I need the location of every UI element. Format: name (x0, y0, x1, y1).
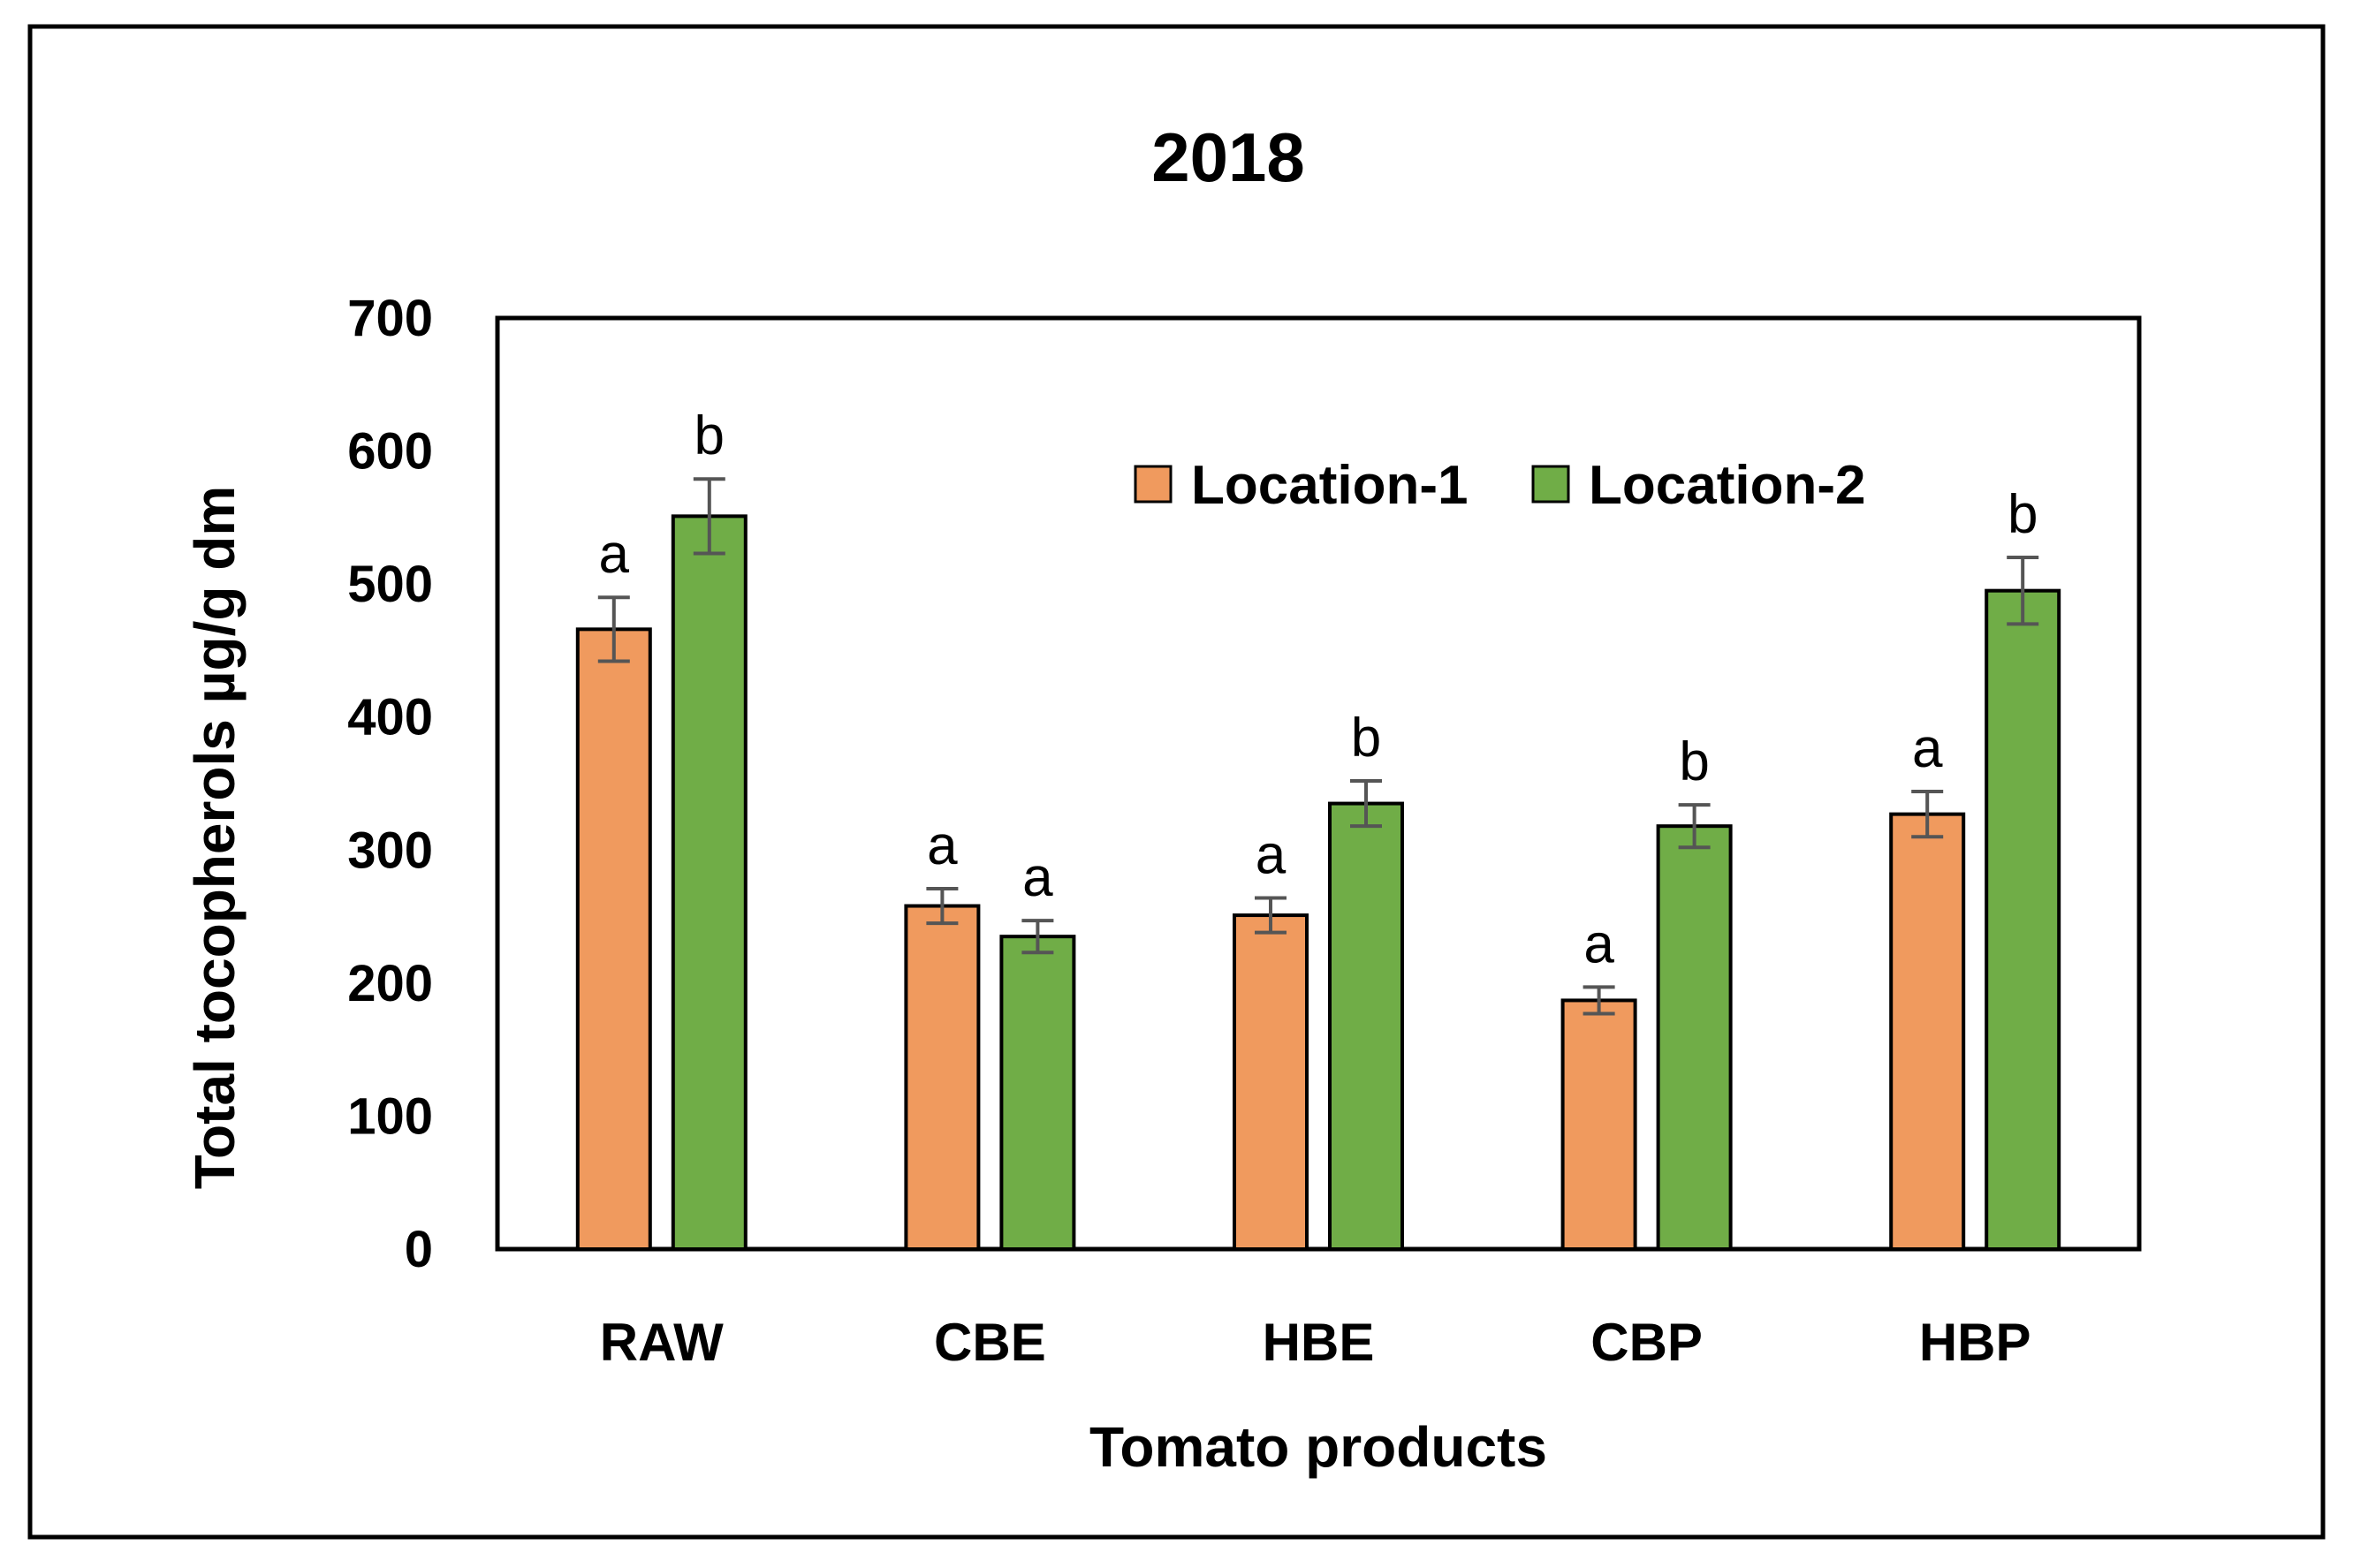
bar-cbp-series-2 (1656, 824, 1733, 1251)
bar-raw-series-1 (575, 627, 652, 1251)
x-category-label-raw: RAW (600, 1313, 724, 1372)
y-tick-label-400: 400 (347, 689, 433, 746)
significance-label-hbp-series-2: b (2008, 484, 2038, 545)
chart-title: 2018 (1151, 118, 1305, 196)
y-tick-label-300: 300 (347, 822, 433, 879)
significance-label-cbe-series-2: a (1022, 847, 1053, 908)
plot-area-frame (495, 315, 2142, 1252)
significance-label-raw-series-1: a (599, 524, 630, 585)
significance-label-hbe-series-2: b (1351, 708, 1381, 769)
y-tick-label-100: 100 (347, 1087, 433, 1145)
x-axis-categories: RAW CBE HBE CBP HBP (600, 1313, 2031, 1372)
y-tick-label-200: 200 (347, 955, 433, 1012)
bar-hbp-series-1 (1889, 812, 1966, 1251)
significance-label-cbp-series-2: b (1679, 731, 1709, 792)
legend-label-location-2: Location-2 (1589, 455, 1865, 516)
significance-label-hbp-series-1: a (1912, 718, 1943, 779)
y-tick-label-0: 0 (405, 1221, 433, 1278)
bar-hbp-series-2 (1985, 588, 2061, 1251)
significance-label-cbp-series-1: a (1583, 913, 1614, 974)
legend-swatch-location-2 (1531, 465, 1570, 504)
y-axis-title: Total tocopherols µg/g dm (183, 486, 247, 1190)
significance-label-hbe-series-1: a (1256, 824, 1287, 885)
legend-swatch-location-1 (1134, 465, 1173, 504)
y-tick-label-500: 500 (347, 556, 433, 613)
legend: Location-1 Location-2 (1134, 455, 1865, 516)
y-tick-label-700: 700 (347, 290, 433, 347)
x-category-label-cbp: CBP (1590, 1313, 1703, 1372)
figure-border (27, 24, 2326, 1540)
y-axis-ticks: 0 100 200 300 400 500 600 700 (347, 290, 433, 1278)
bar-raw-series-2 (671, 514, 748, 1251)
bar-cbp-series-1 (1560, 998, 1637, 1251)
bar-hbe-series-1 (1233, 913, 1309, 1251)
significance-label-raw-series-2: b (695, 405, 725, 466)
bar-cbe-series-2 (999, 935, 1076, 1251)
bars-group: a b a a a b a b a b (575, 405, 2061, 1252)
x-category-label-cbe: CBE (934, 1313, 1046, 1372)
x-category-label-hbe: HBE (1263, 1313, 1375, 1372)
legend-label-location-1: Location-1 (1191, 455, 1468, 516)
y-tick-label-600: 600 (347, 423, 433, 481)
bar-cbe-series-1 (904, 904, 981, 1252)
significance-label-cbe-series-1: a (927, 815, 958, 876)
x-category-label-hbp: HBP (1919, 1313, 2031, 1372)
bar-hbe-series-2 (1328, 801, 1404, 1251)
x-axis-title: Tomato products (1089, 1415, 1547, 1479)
